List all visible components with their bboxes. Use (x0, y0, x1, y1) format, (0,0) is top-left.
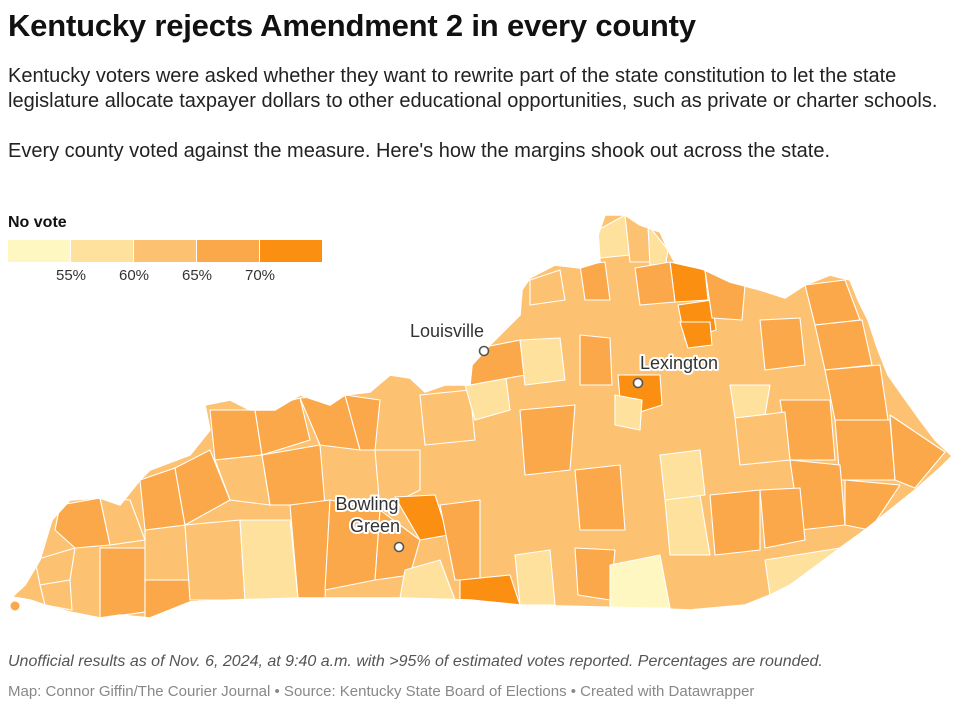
chart-notes: Unofficial results as of Nov. 6, 2024, a… (8, 653, 823, 670)
city-dot-lexington (632, 377, 644, 389)
city-label-bowling-green-line2: Green (350, 516, 400, 536)
county (99, 547, 146, 618)
county-layer (12, 215, 952, 618)
county (814, 319, 873, 371)
county (704, 269, 746, 321)
city-dot-louisville (478, 345, 490, 357)
legend-tick: 60% (118, 267, 150, 284)
county (261, 444, 326, 506)
chart-credits: Map: Connor Giffin/The Courier Journal •… (8, 683, 755, 700)
county (239, 519, 299, 601)
legend-title: No vote (8, 214, 67, 231)
county (614, 394, 643, 431)
city-label-lexington: Lexington (640, 353, 718, 373)
city-lexington: Lexington (632, 351, 720, 389)
legend-color-bar (8, 240, 323, 262)
county (834, 419, 896, 481)
county (39, 579, 73, 611)
county (634, 261, 676, 306)
county (679, 321, 713, 349)
county (514, 549, 556, 606)
county (419, 389, 476, 446)
county (824, 364, 889, 421)
legend-swatch-1 (8, 240, 70, 262)
county (374, 449, 421, 511)
county (209, 409, 263, 461)
city-bowling-green: Bowling Green (333, 492, 405, 553)
legend-ticks: 55% 60% 65% 70% (8, 267, 328, 287)
county (34, 547, 76, 586)
county (519, 337, 566, 386)
county (669, 261, 709, 303)
county (659, 449, 706, 501)
fulton-exclave (9, 600, 21, 612)
county (574, 547, 616, 601)
county (184, 519, 246, 601)
county (579, 261, 611, 301)
description-paragraph-1: Kentucky voters were asked whether they … (8, 65, 938, 112)
legend-swatch-4 (197, 240, 259, 262)
county (144, 524, 191, 581)
county (609, 554, 671, 609)
legend-swatch-2 (71, 240, 133, 262)
city-label-bowling-green-line1: Bowling (335, 494, 398, 514)
kentucky-county-map: Louisville Lexington Bowling Green (9, 214, 953, 619)
city-label-louisville: Louisville (410, 321, 484, 341)
description-paragraph-2: Every county voted against the measure. … (8, 140, 831, 162)
chart-description: Kentucky voters were asked whether they … (8, 64, 938, 164)
county (759, 317, 806, 371)
chart-title: Kentucky rejects Amendment 2 in every co… (8, 8, 696, 43)
color-legend: No vote 55% 60% 65% 70% (8, 214, 328, 284)
county (729, 384, 771, 419)
county (624, 215, 651, 263)
legend-tick: 55% (55, 267, 87, 284)
city-dot-bowling-green (393, 541, 405, 553)
legend-swatch-3 (134, 240, 196, 262)
legend-swatch-5 (260, 240, 322, 262)
county (579, 334, 613, 386)
county (709, 489, 761, 556)
county (759, 487, 806, 549)
legend-tick: 65% (181, 267, 213, 284)
county (574, 464, 626, 531)
city-louisville: Louisville (408, 319, 490, 357)
legend-tick: 70% (244, 267, 276, 284)
county (734, 411, 791, 466)
county (519, 404, 576, 476)
county (889, 414, 946, 489)
county (529, 269, 566, 306)
